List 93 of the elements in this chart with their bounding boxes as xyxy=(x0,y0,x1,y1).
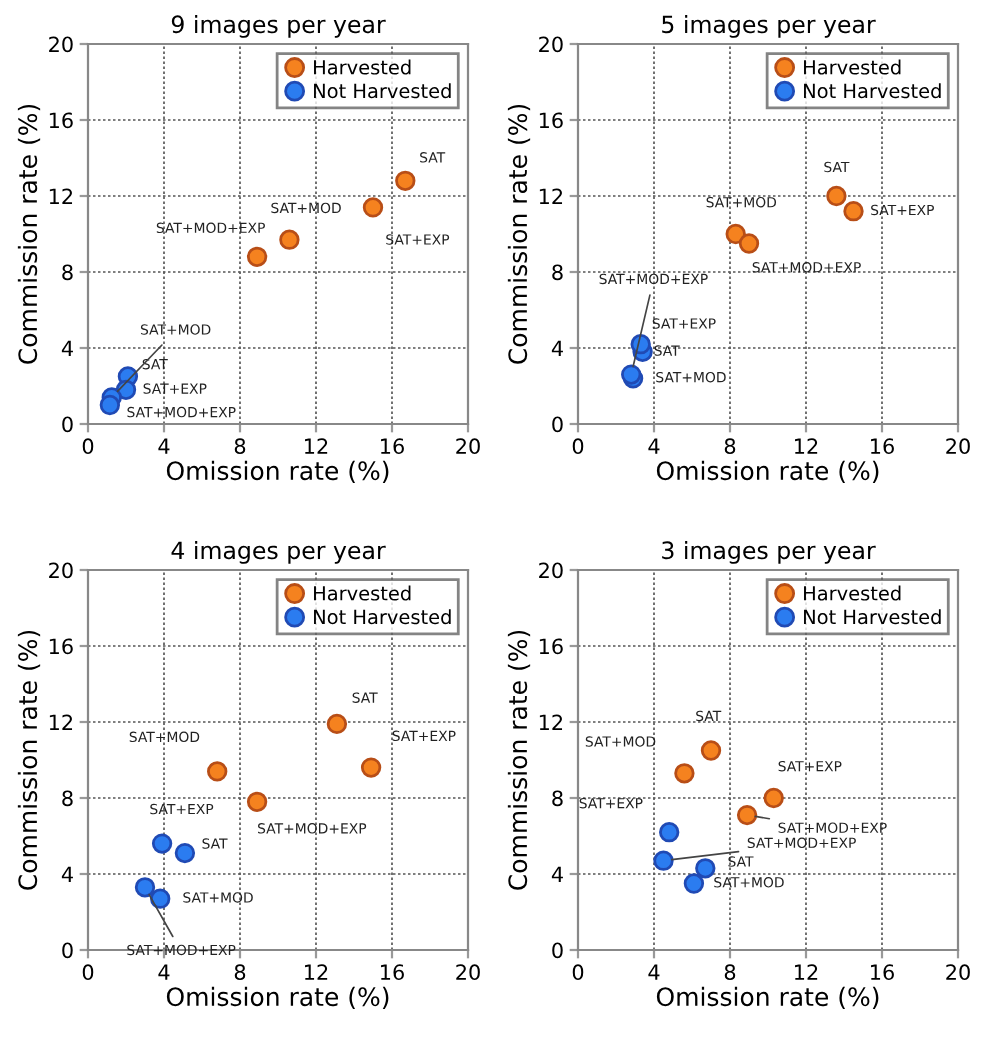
x-tick-label: 0 xyxy=(82,438,94,455)
point xyxy=(725,223,746,245)
legend-label: Not Harvested xyxy=(804,609,941,625)
point xyxy=(843,201,864,222)
point xyxy=(395,170,416,191)
y-axis-title: Commission rate (%) xyxy=(17,630,41,890)
x-tick-label: 12 xyxy=(305,438,328,454)
x-tick-label: 16 xyxy=(871,964,894,981)
point xyxy=(279,229,300,250)
legend-label: Harvested xyxy=(314,585,411,601)
point xyxy=(700,740,722,761)
x-axis-title: Omission rate (%) xyxy=(656,986,879,1010)
point xyxy=(207,761,228,782)
point xyxy=(174,842,196,864)
y-tick-label: 0 xyxy=(552,942,563,959)
x-tick-label: 0 xyxy=(82,964,94,981)
point xyxy=(246,791,268,812)
x-tick-label: 8 xyxy=(724,438,736,455)
y-tick-label: 0 xyxy=(62,416,73,433)
x-tick-label: 20 xyxy=(946,438,970,455)
point xyxy=(826,185,847,207)
y-axis-title: Commission rate (%) xyxy=(507,104,531,364)
x-tick-label: 8 xyxy=(724,964,736,981)
x-tick-label: 12 xyxy=(795,438,818,454)
y-axis-title: Commission rate (%) xyxy=(17,104,41,364)
y-tick-label: 16 xyxy=(49,638,73,655)
y-tick-label: 8 xyxy=(62,264,73,281)
point xyxy=(150,888,171,909)
x-tick-label: 4 xyxy=(158,964,170,980)
point xyxy=(738,233,760,254)
x-tick-label: 20 xyxy=(456,438,480,455)
legend-label: Not Harvested xyxy=(804,83,941,99)
point xyxy=(695,858,716,879)
x-axis-title: Omission rate (%) xyxy=(656,460,879,484)
x-tick-label: 4 xyxy=(158,438,170,454)
point xyxy=(659,822,680,843)
y-tick-label: 16 xyxy=(539,638,563,655)
point xyxy=(763,787,784,809)
x-tick-label: 12 xyxy=(795,964,818,980)
x-tick-label: 20 xyxy=(946,964,970,981)
x-tick-label: 0 xyxy=(572,964,584,981)
x-tick-label: 12 xyxy=(305,964,328,980)
legend-label: Not Harvested xyxy=(314,609,451,625)
point xyxy=(246,246,268,267)
y-tick-label: 8 xyxy=(62,790,73,807)
y-tick-label: 4 xyxy=(551,340,563,356)
x-tick-label: 0 xyxy=(572,438,584,455)
y-tick-label: 8 xyxy=(552,264,563,281)
point xyxy=(134,877,156,898)
y-tick-label: 12 xyxy=(49,188,73,204)
point xyxy=(736,804,758,826)
chart-title: 3 images per year xyxy=(662,540,876,564)
chart-title: 9 images per year xyxy=(171,14,386,38)
x-tick-label: 16 xyxy=(381,964,404,981)
y-tick-label: 20 xyxy=(539,36,563,53)
x-axis-title: Omission rate (%) xyxy=(166,986,389,1010)
y-tick-label: 4 xyxy=(61,340,73,356)
y-tick-label: 12 xyxy=(539,714,563,730)
x-tick-label: 8 xyxy=(234,438,246,455)
y-tick-label: 16 xyxy=(539,112,563,129)
chart-title: 4 images per year xyxy=(171,540,386,564)
point xyxy=(326,713,348,735)
point xyxy=(362,197,384,218)
y-tick-label: 12 xyxy=(49,714,73,730)
point xyxy=(674,763,695,784)
y-tick-label: 12 xyxy=(539,188,563,204)
x-tick-label: 8 xyxy=(234,964,246,981)
legend-label: Harvested xyxy=(804,585,901,601)
point xyxy=(99,394,121,416)
point xyxy=(683,873,705,894)
legend-label: Not Harvested xyxy=(314,83,451,99)
y-tick-label: 16 xyxy=(49,112,73,129)
chart-title: 5 images per year xyxy=(662,14,876,38)
y-tick-label: 20 xyxy=(49,562,73,579)
point xyxy=(360,757,382,778)
y-tick-label: 4 xyxy=(61,866,73,882)
point xyxy=(653,850,674,871)
y-tick-label: 20 xyxy=(539,562,563,579)
point xyxy=(151,833,173,854)
y-tick-label: 0 xyxy=(62,942,73,959)
y-tick-label: 20 xyxy=(49,36,73,53)
legend-label: Harvested xyxy=(314,59,411,75)
x-tick-label: 16 xyxy=(871,438,894,455)
y-tick-label: 4 xyxy=(551,866,563,882)
y-tick-label: 8 xyxy=(552,790,563,807)
x-tick-label: 16 xyxy=(381,438,404,455)
y-tick-label: 0 xyxy=(552,416,563,433)
legend-label: Harvested xyxy=(804,59,901,75)
x-tick-label: 20 xyxy=(456,964,480,981)
x-axis-title: Omission rate (%) xyxy=(166,460,389,484)
x-tick-label: 4 xyxy=(648,438,660,454)
x-tick-label: 4 xyxy=(648,964,660,980)
y-axis-title: Commission rate (%) xyxy=(507,630,531,890)
